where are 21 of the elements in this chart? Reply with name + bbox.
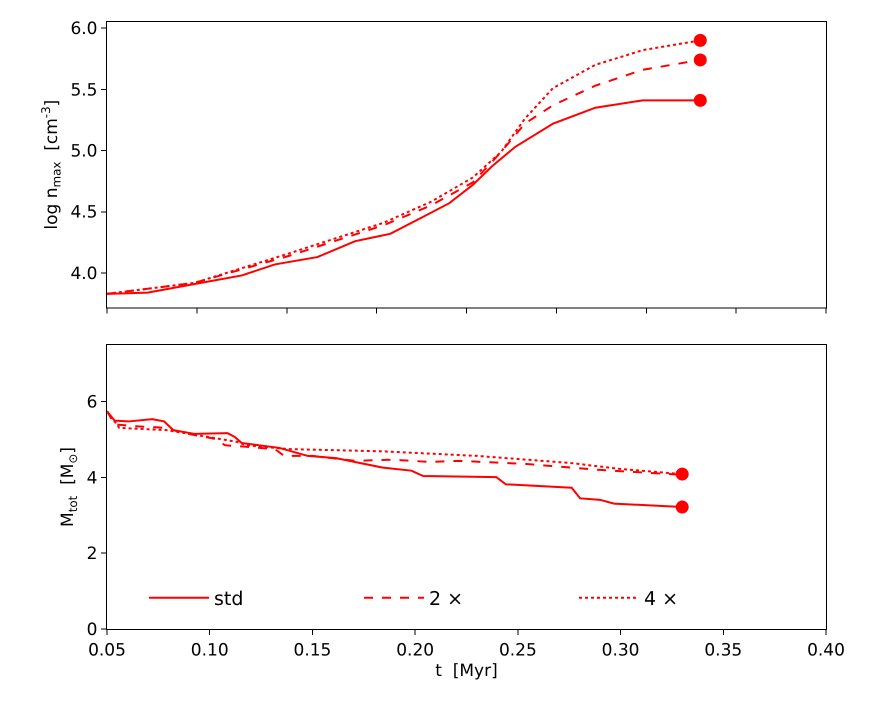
y-tick-label: 4.0 bbox=[70, 264, 98, 284]
y-tick-label: 5.5 bbox=[70, 80, 98, 100]
x-tick-label: 0.10 bbox=[190, 640, 229, 660]
y-tick-label: 5.0 bbox=[70, 142, 98, 162]
y-tick-label: 2 bbox=[86, 544, 98, 564]
y-tick-label: 6.0 bbox=[70, 19, 98, 40]
x-axis-title: t [Myr] bbox=[435, 660, 498, 681]
x-tick-label: 0.20 bbox=[396, 640, 434, 660]
y-tick-label: 0 bbox=[86, 620, 98, 640]
legend-label: 2 × bbox=[429, 588, 464, 610]
y-tick-label: 4 bbox=[86, 468, 98, 488]
y-tick-label: 6 bbox=[86, 392, 98, 413]
legend-label: std bbox=[214, 588, 244, 610]
legend-label: 4 × bbox=[644, 588, 678, 610]
x-tick-label: 0.15 bbox=[294, 640, 332, 660]
x-tick-label: 0.30 bbox=[602, 640, 640, 660]
y-tick-label: 4.5 bbox=[70, 202, 98, 223]
x-tick-label: 0.05 bbox=[88, 640, 126, 660]
x-tick-label: 0.40 bbox=[807, 640, 845, 660]
x-tick-label: 0.25 bbox=[498, 640, 537, 660]
x-tick-label: 0.35 bbox=[704, 640, 742, 660]
